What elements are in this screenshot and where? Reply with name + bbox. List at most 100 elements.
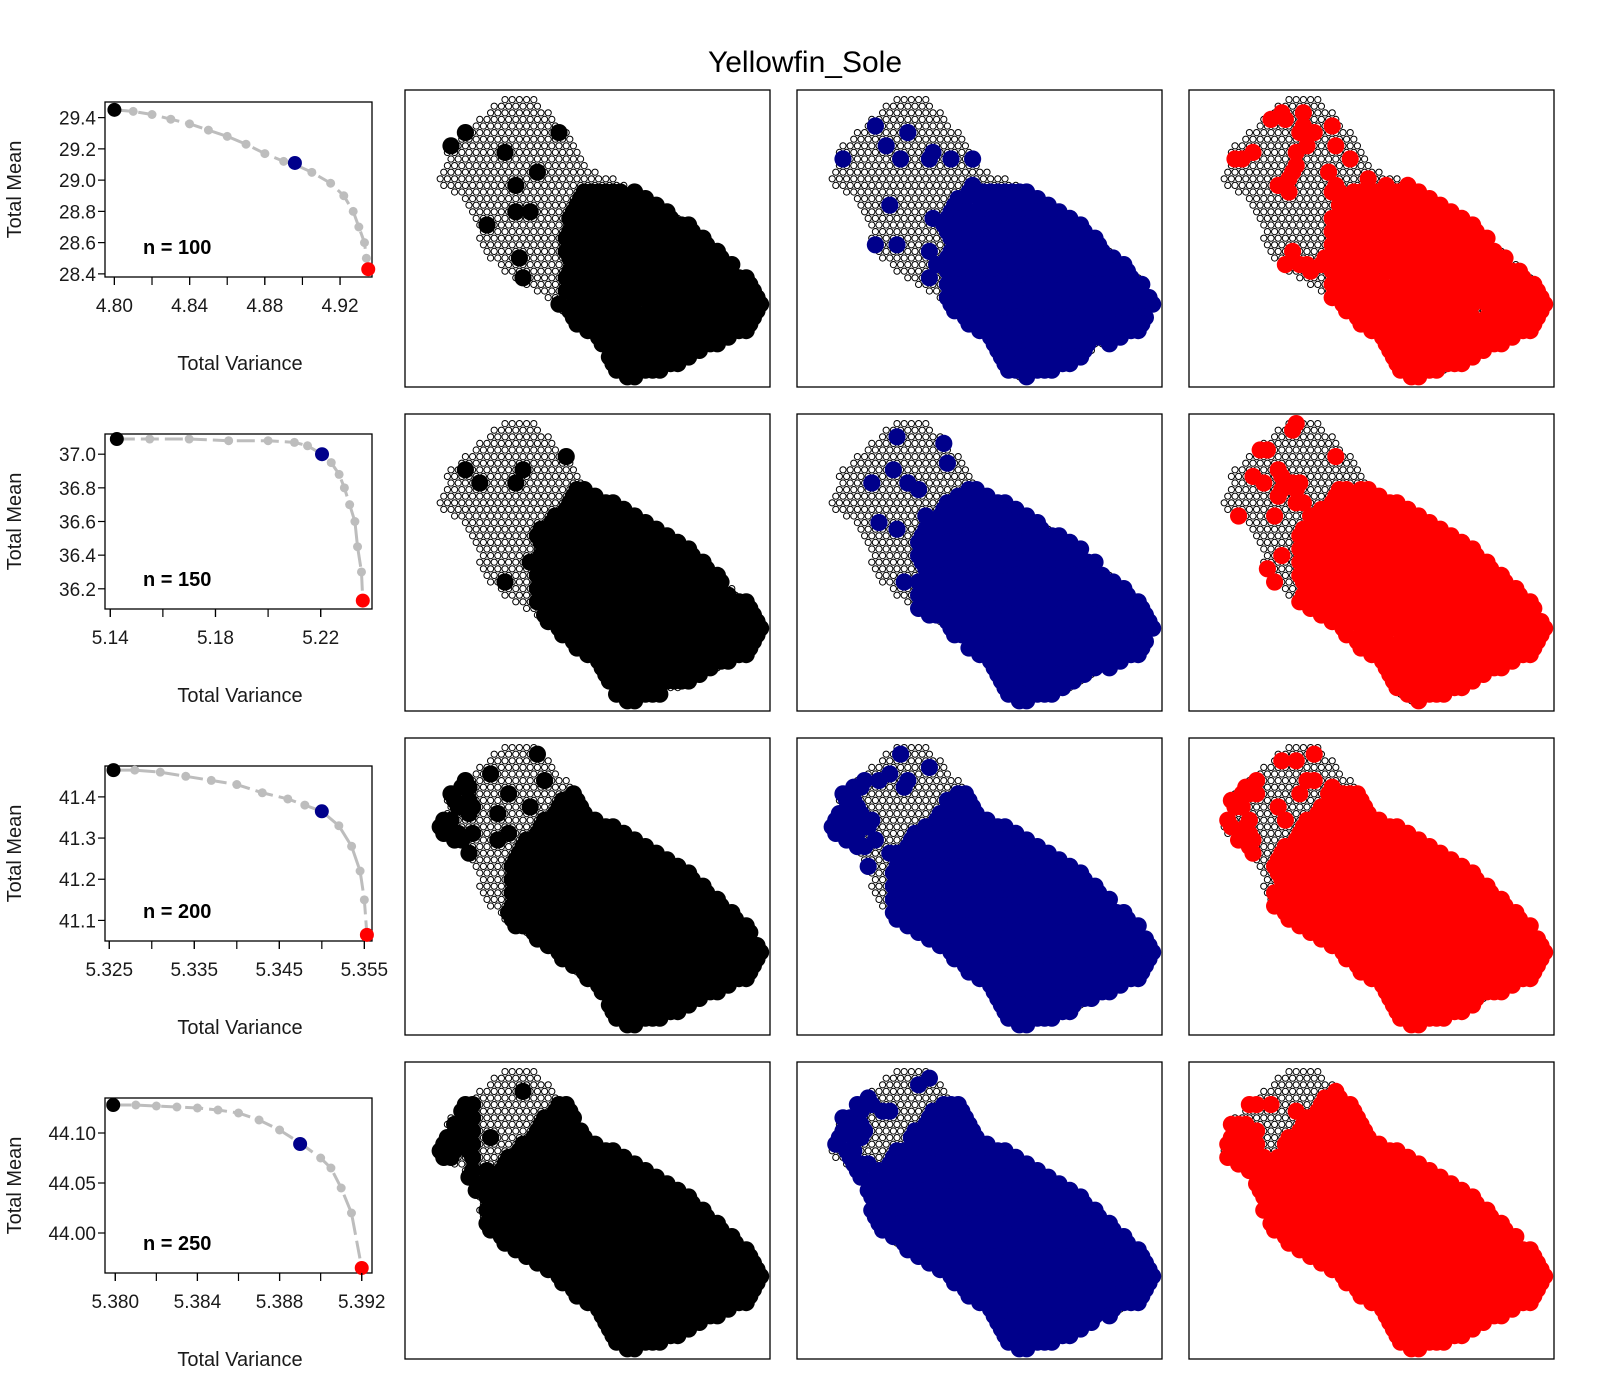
frontier-point xyxy=(172,1102,182,1112)
unsampled-cell xyxy=(508,228,516,236)
sampled-cell xyxy=(1323,117,1341,135)
unsampled-cell xyxy=(523,162,531,170)
unsampled-cell xyxy=(533,181,541,190)
unsampled-cell xyxy=(494,175,502,183)
sampled-cell xyxy=(866,236,884,254)
unsampled-cell xyxy=(533,142,541,150)
unsampled-cell xyxy=(551,214,559,222)
sampled-cell xyxy=(881,196,899,214)
highlight-point-black xyxy=(109,432,124,447)
unsampled-cell xyxy=(483,181,491,190)
sampled-cell xyxy=(496,573,514,591)
x-tick-label: 5.384 xyxy=(174,1292,222,1313)
unsampled-cell xyxy=(537,214,545,222)
unsampled-cell xyxy=(483,155,491,163)
unsampled-cell xyxy=(483,234,491,242)
unsampled-cell xyxy=(487,122,495,130)
unsampled-cell xyxy=(465,175,473,183)
sampled-cell xyxy=(1018,692,1036,710)
unsampled-cell xyxy=(530,228,538,236)
sampled-cell xyxy=(1100,659,1118,677)
unsampled-cell xyxy=(497,195,506,203)
sampled-cell xyxy=(514,269,532,287)
unsampled-cell xyxy=(454,155,462,163)
unsampled-cell xyxy=(512,168,520,176)
unsampled-cell xyxy=(497,247,506,255)
sampled-cell xyxy=(510,249,528,267)
unsampled-cell xyxy=(555,155,563,163)
unsampled-cell xyxy=(541,195,549,203)
unsampled-cell xyxy=(487,188,495,196)
x-tick-label: 5.392 xyxy=(338,1292,386,1313)
sampled-cell xyxy=(888,236,906,254)
y-tick-label: 41.1 xyxy=(59,911,96,932)
unsampled-cell xyxy=(505,261,513,269)
frontier-point xyxy=(241,139,251,149)
highlight-point-black xyxy=(106,763,121,778)
sampled-cell xyxy=(888,520,906,538)
unsampled-cell xyxy=(501,241,509,249)
unsampled-cell xyxy=(494,228,502,236)
unsampled-cell xyxy=(523,188,531,196)
sampled-cell xyxy=(1327,137,1345,155)
unsampled-cell xyxy=(451,162,459,170)
sample-size-label: n = 250 xyxy=(143,1233,211,1255)
unsampled-cell xyxy=(530,109,538,117)
frontier-point xyxy=(224,436,234,446)
frontier-point xyxy=(131,1100,141,1110)
unsampled-cell xyxy=(893,109,901,117)
unsampled-cell xyxy=(515,96,524,104)
sampled-cell xyxy=(651,361,669,379)
unsampled-cell xyxy=(501,122,509,130)
unsampled-cell xyxy=(458,162,466,170)
unsampled-cell xyxy=(494,214,502,222)
unsampled-cell xyxy=(551,148,559,157)
unsampled-cell xyxy=(580,162,588,170)
unsampled-cell xyxy=(501,135,509,143)
x-tick-label: 5.355 xyxy=(341,960,389,981)
unsampled-cell xyxy=(562,181,570,190)
highlight-point-blue xyxy=(314,804,329,819)
unsampled-cell xyxy=(555,195,563,203)
unsampled-cell xyxy=(487,201,495,209)
unsampled-cell xyxy=(537,267,545,275)
unsampled-cell xyxy=(911,102,919,110)
unsampled-cell xyxy=(472,148,480,157)
unsampled-cell xyxy=(595,175,603,183)
unsampled-cell xyxy=(533,287,541,295)
unsampled-cell xyxy=(494,254,502,262)
unsampled-cell xyxy=(537,135,545,143)
unsampled-cell xyxy=(487,148,495,157)
unsampled-cell xyxy=(915,96,923,104)
unsampled-cell xyxy=(487,162,495,170)
unsampled-cell xyxy=(541,221,549,229)
unsampled-cell xyxy=(479,201,488,209)
unsampled-cell xyxy=(447,168,455,176)
frontier-point xyxy=(275,1125,285,1135)
unsampled-cell xyxy=(544,122,552,130)
unsampled-cell xyxy=(533,115,541,123)
unsampled-cell xyxy=(458,188,466,196)
frontier-point xyxy=(307,167,317,177)
unsampled-cell xyxy=(893,96,901,104)
unsampled-cell xyxy=(490,234,498,242)
sampled-cell xyxy=(1043,361,1061,379)
unsampled-cell xyxy=(447,181,455,190)
unsampled-cell xyxy=(512,155,520,163)
unsampled-cell xyxy=(519,195,527,203)
unsampled-cell xyxy=(490,195,498,203)
map-n100-red xyxy=(1188,89,1555,388)
unsampled-cell xyxy=(566,188,574,196)
highlight-point-red xyxy=(355,593,370,608)
unsampled-cell xyxy=(551,241,559,249)
x-tick-label: 4.84 xyxy=(171,296,208,317)
sampled-cell xyxy=(442,137,460,155)
unsampled-cell xyxy=(537,188,545,196)
unsampled-cell xyxy=(469,195,477,203)
unsampled-cell xyxy=(476,142,484,150)
unsampled-cell xyxy=(530,241,538,249)
sampled-cell xyxy=(1100,335,1118,353)
unsampled-cell xyxy=(461,142,470,150)
unsampled-cell xyxy=(508,241,516,249)
x-tick-label: 5.18 xyxy=(197,628,234,649)
